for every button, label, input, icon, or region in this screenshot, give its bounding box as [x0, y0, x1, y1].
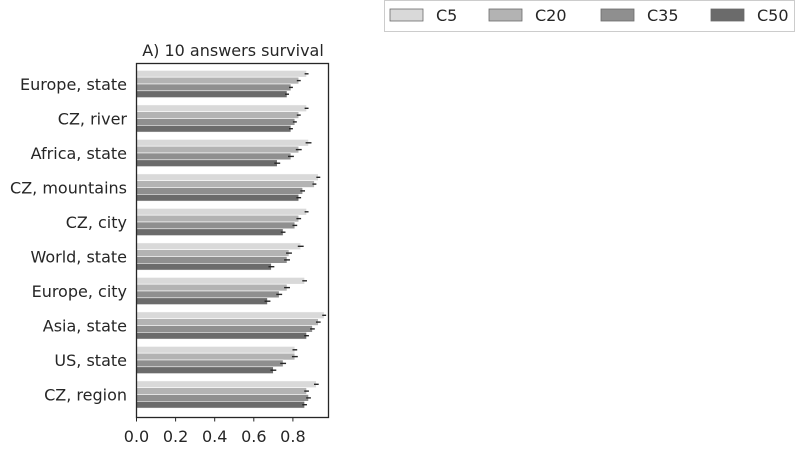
bar-c5-5	[136, 242, 302, 250]
bar-c50-1	[136, 125, 292, 133]
bar-c35-4	[136, 221, 296, 230]
bar-c20-7	[136, 318, 319, 326]
bar-c20-4	[136, 214, 300, 223]
bar-c35-1	[136, 118, 296, 126]
bar-c5-8	[136, 346, 296, 354]
bar-c20-5	[136, 249, 290, 257]
bar-c35-3	[136, 187, 303, 195]
bar-c5-0	[136, 70, 307, 78]
bar-c50-0	[136, 90, 288, 98]
legend-swatch-c20	[488, 8, 523, 22]
legend: C5 C20 C35 C50	[384, 0, 795, 32]
legend-label-c50: C50	[757, 6, 789, 25]
bar-c5-7	[136, 311, 325, 319]
category-label: Europe, state	[20, 75, 127, 94]
category-label: CZ, mountains	[10, 179, 127, 198]
x-tick-label: 0.0	[124, 427, 149, 446]
plot-frame	[135, 62, 330, 419]
category-label: Asia, state	[43, 317, 127, 336]
bar-c50-8	[136, 366, 274, 374]
category-label: CZ, city	[66, 213, 127, 232]
bar-c50-7	[136, 331, 307, 340]
category-label: Africa, state	[31, 144, 127, 163]
bar-c50-6	[136, 297, 268, 305]
bar-c20-6	[136, 283, 288, 292]
bar-c50-5	[136, 262, 272, 271]
axis-layer: Europe, state CZ, river Africa, state CZ, m…	[10, 75, 306, 446]
category-label: CZ, river	[58, 110, 128, 129]
chart-title: A) 10 answers survival	[142, 41, 324, 60]
bar-c50-2	[136, 159, 278, 167]
bar-c35-7	[136, 325, 313, 333]
x-tick-label: 0.8	[280, 427, 305, 446]
bar-c35-8	[136, 359, 284, 368]
legend-label-c5: C5	[436, 6, 457, 25]
legend-swatch-c50	[710, 8, 745, 22]
bar-c20-2	[136, 145, 300, 154]
bar-c5-1	[136, 104, 307, 113]
legend-swatch-c5	[389, 8, 424, 22]
category-label: World, state	[30, 248, 127, 267]
bar-c20-3	[136, 180, 315, 188]
category-label: CZ, region	[44, 386, 127, 405]
bar-c5-3	[136, 173, 319, 181]
legend-label-c20: C20	[535, 6, 567, 25]
category-label: Europe, city	[32, 282, 127, 301]
category-label: US, state	[54, 351, 127, 370]
bar-c20-0	[136, 76, 300, 85]
bar-c35-6	[136, 290, 280, 299]
bars-layer	[136, 70, 327, 409]
bar-c50-4	[136, 228, 284, 236]
bar-c5-6	[136, 277, 305, 285]
bar-c35-2	[136, 152, 292, 161]
bar-c20-8	[136, 352, 296, 361]
bar-c50-3	[136, 194, 300, 202]
legend-label-c35: C35	[647, 6, 679, 25]
bar-c5-4	[136, 208, 307, 216]
x-tick-label: 0.6	[241, 427, 266, 446]
x-tick-label: 0.4	[202, 427, 227, 446]
bar-c35-5	[136, 256, 288, 264]
bar-c35-0	[136, 83, 292, 92]
bar-c20-1	[136, 111, 300, 119]
bar-c35-9	[136, 394, 309, 402]
legend-swatch-c35	[600, 8, 635, 22]
bar-c5-9	[136, 380, 317, 388]
bar-c20-9	[136, 387, 307, 395]
bar-c5-2	[136, 139, 309, 147]
bar-c50-9	[136, 400, 305, 409]
x-tick-label: 0.2	[163, 427, 188, 446]
